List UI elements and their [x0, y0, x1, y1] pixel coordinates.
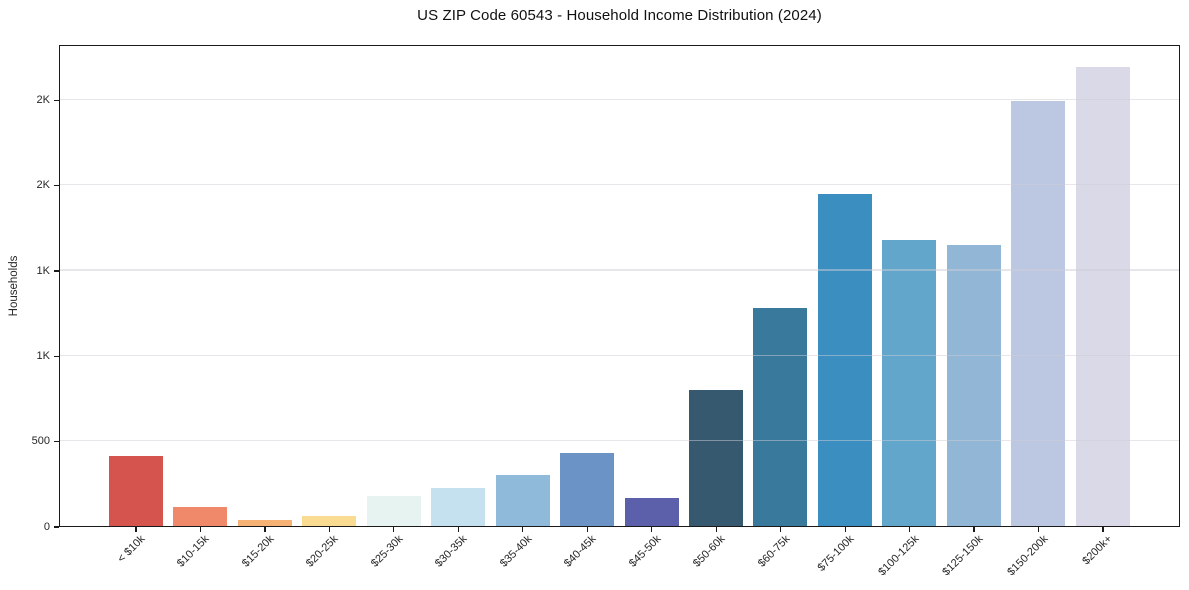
gridline-1500 [60, 269, 1179, 271]
y-tick-mark [54, 185, 59, 187]
bar-25-30k [366, 496, 421, 526]
x-tick-label: $25-30k [368, 533, 406, 570]
bar-15-20k [237, 520, 292, 526]
x-tick-label: $200k+ [1080, 533, 1115, 568]
y-tick-label: 1K [36, 264, 50, 277]
x-tick-mark [1037, 527, 1040, 532]
x-tick-label: $10-15k [175, 533, 212, 570]
y-tick-mark [54, 526, 59, 528]
y-tick-mark [54, 441, 59, 443]
x-tick-mark [393, 527, 395, 532]
x-tick-label: $40-45k [562, 533, 599, 570]
y-tick-mark [54, 99, 59, 102]
bar-20-25k [302, 515, 357, 526]
x-tick-label: $60-75k [755, 533, 793, 570]
x-tick-mark [199, 527, 202, 532]
x-tick-mark [715, 527, 717, 532]
x-tick-label: $125-150k [940, 533, 986, 579]
y-tick-label: 500 [31, 435, 50, 448]
x-tick-label: $100-125k [875, 533, 922, 579]
bar-50-60k [689, 390, 743, 526]
x-tick-label: < $10k [115, 533, 148, 566]
x-tick-mark [135, 527, 137, 532]
bar-10-15k [173, 507, 228, 526]
y-tick-label: 1K [36, 349, 50, 362]
gridline-500 [60, 440, 1179, 442]
bar-200k+ [1075, 67, 1130, 526]
x-tick-mark [522, 527, 524, 532]
x-tick-label: $50-60k [691, 533, 728, 570]
bar-35-40k [495, 474, 550, 526]
x-tick-mark [973, 527, 975, 532]
bar-125-150k [946, 245, 1001, 526]
gridline-1000 [60, 354, 1179, 356]
x-tick-mark [264, 527, 266, 532]
gridline-2000 [60, 184, 1179, 186]
x-tick-mark [651, 527, 653, 532]
y-tick-mark [54, 270, 59, 272]
y-tick-mark [54, 355, 59, 357]
x-tick-label: $45-50k [626, 533, 664, 570]
chart-title: US ZIP Code 60543 - Household Income Dis… [417, 7, 822, 24]
x-tick-mark [457, 527, 459, 532]
x-tick-mark [586, 527, 588, 532]
y-tick-label: 2K [36, 179, 50, 192]
bar-30-35k [431, 487, 486, 526]
x-tick-mark [328, 527, 330, 532]
bar-75-100k [817, 194, 872, 526]
bar-100-125k [882, 240, 937, 526]
gridline-2500 [60, 98, 1179, 101]
x-tick-label: $75-100k [815, 533, 857, 574]
y-tick-label: 0 [43, 520, 50, 533]
x-tick-label: $35-40k [497, 533, 535, 570]
x-tick-label: $150-200k [1004, 533, 1050, 579]
bar-10k [108, 456, 163, 526]
plot-area [59, 45, 1180, 527]
y-tick-label: 2K [36, 93, 50, 106]
x-tick-mark [844, 527, 846, 532]
x-tick-label: $30-35k [433, 533, 470, 570]
x-tick-mark [908, 527, 911, 532]
x-tick-mark [780, 527, 782, 532]
x-tick-mark [1102, 527, 1104, 532]
bar-60-75k [753, 307, 808, 526]
bar-40-45k [560, 452, 615, 526]
x-tick-label: $15-20k [239, 533, 277, 570]
x-tick-label: $20-25k [304, 533, 341, 570]
bar-45-50k [624, 497, 679, 526]
bar-150-200k [1011, 101, 1066, 526]
